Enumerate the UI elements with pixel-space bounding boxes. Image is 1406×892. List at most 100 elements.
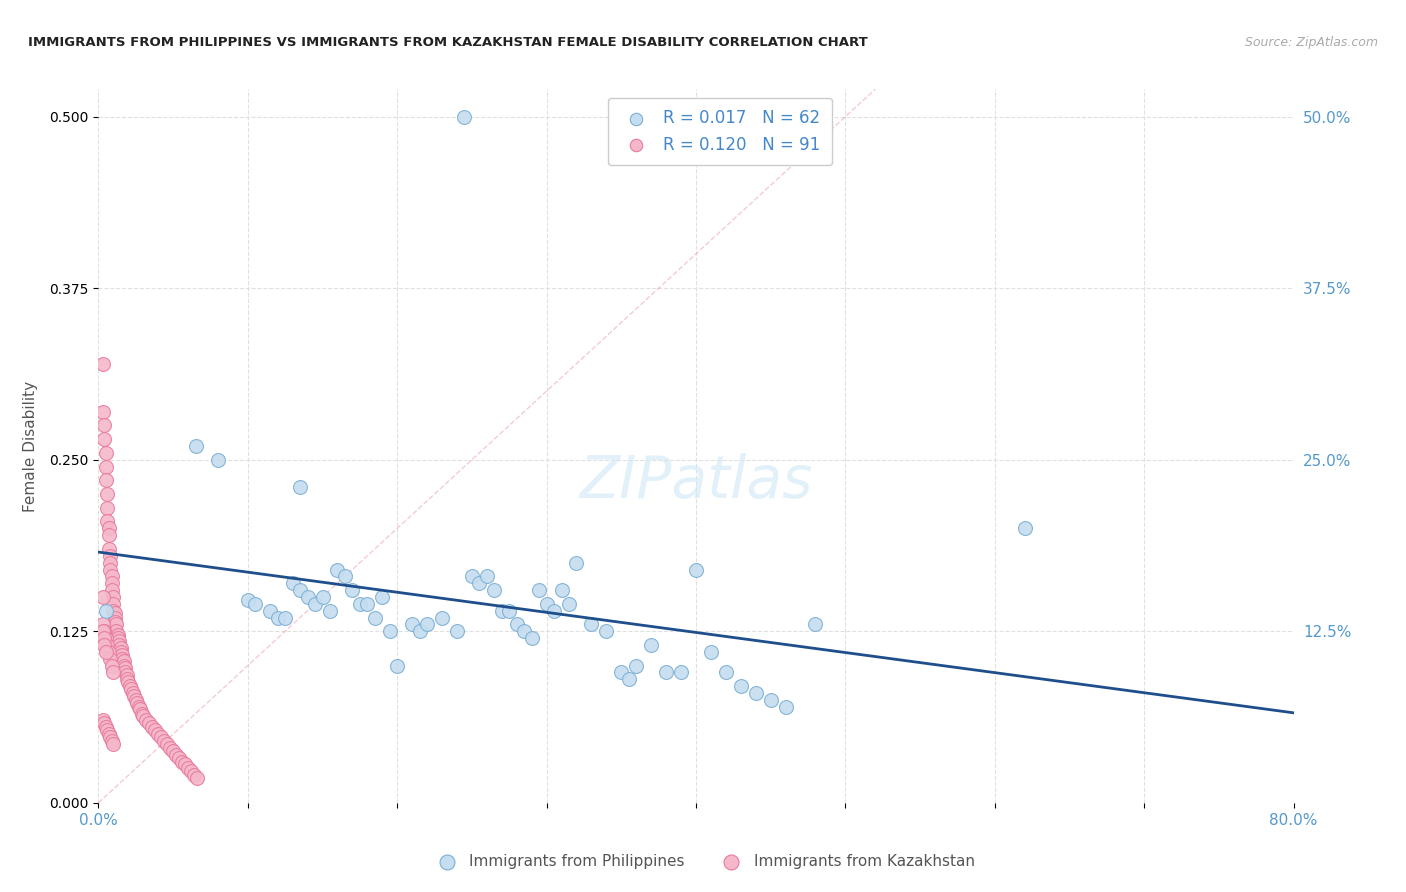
Point bbox=[94, 645, 117, 659]
Point bbox=[97, 541, 120, 556]
Point bbox=[311, 590, 333, 604]
Point bbox=[165, 747, 187, 762]
Point bbox=[103, 737, 125, 751]
Point bbox=[108, 638, 131, 652]
Point bbox=[143, 723, 166, 737]
Point bbox=[148, 727, 170, 741]
Point bbox=[498, 604, 520, 618]
Point bbox=[183, 768, 205, 782]
Point bbox=[111, 648, 134, 662]
Legend: Immigrants from Philippines, Immigrants from Kazakhstan: Immigrants from Philippines, Immigrants … bbox=[425, 848, 981, 875]
Point bbox=[536, 597, 558, 611]
Point bbox=[91, 617, 114, 632]
Point bbox=[97, 528, 120, 542]
Point bbox=[274, 610, 297, 624]
Point bbox=[378, 624, 401, 639]
Point bbox=[461, 569, 484, 583]
Point bbox=[162, 744, 184, 758]
Point bbox=[543, 604, 565, 618]
Y-axis label: Female Disability: Female Disability bbox=[22, 380, 38, 512]
Point bbox=[129, 702, 152, 716]
Point bbox=[97, 521, 120, 535]
Point bbox=[100, 556, 122, 570]
Point bbox=[342, 583, 364, 598]
Point bbox=[513, 624, 536, 639]
Point bbox=[759, 693, 782, 707]
Point bbox=[93, 638, 115, 652]
Point bbox=[94, 459, 117, 474]
Point bbox=[115, 673, 138, 687]
Point bbox=[101, 576, 124, 591]
Point bbox=[153, 734, 176, 748]
Point bbox=[97, 645, 120, 659]
Point bbox=[610, 665, 633, 680]
Text: Source: ZipAtlas.com: Source: ZipAtlas.com bbox=[1244, 36, 1378, 49]
Point bbox=[356, 597, 378, 611]
Point bbox=[595, 624, 617, 639]
Point bbox=[93, 716, 115, 731]
Point bbox=[180, 764, 202, 779]
Point bbox=[156, 737, 179, 751]
Point bbox=[550, 583, 572, 598]
Point bbox=[319, 604, 342, 618]
Point bbox=[103, 604, 125, 618]
Point bbox=[107, 631, 129, 645]
Point bbox=[94, 720, 117, 734]
Legend: R = 0.017   N = 62, R = 0.120   N = 91: R = 0.017 N = 62, R = 0.120 N = 91 bbox=[607, 97, 832, 165]
Text: ZIPatlas: ZIPatlas bbox=[579, 453, 813, 510]
Point bbox=[91, 357, 114, 371]
Point bbox=[430, 610, 453, 624]
Point bbox=[385, 658, 409, 673]
Point bbox=[475, 569, 498, 583]
Point bbox=[520, 631, 543, 645]
Point bbox=[288, 480, 311, 494]
Point bbox=[408, 624, 430, 639]
Point bbox=[96, 500, 118, 515]
Point bbox=[364, 610, 387, 624]
Point bbox=[468, 576, 491, 591]
Point bbox=[135, 714, 157, 728]
Point bbox=[100, 730, 122, 744]
Point bbox=[91, 590, 114, 604]
Point bbox=[94, 631, 117, 645]
Point bbox=[446, 624, 468, 639]
Point bbox=[804, 617, 827, 632]
Point bbox=[100, 562, 122, 576]
Point bbox=[115, 668, 138, 682]
Point bbox=[93, 432, 115, 446]
Point bbox=[141, 720, 163, 734]
Point bbox=[685, 562, 707, 576]
Point bbox=[100, 549, 122, 563]
Point bbox=[105, 624, 128, 639]
Point bbox=[527, 583, 550, 598]
Point bbox=[401, 617, 423, 632]
Point bbox=[1014, 521, 1036, 535]
Point bbox=[121, 686, 143, 700]
Point bbox=[138, 716, 160, 731]
Point bbox=[103, 665, 125, 680]
Point bbox=[326, 562, 349, 576]
Point bbox=[96, 487, 118, 501]
Point bbox=[150, 730, 173, 744]
Point bbox=[159, 740, 181, 755]
Point bbox=[110, 640, 132, 655]
Point bbox=[105, 617, 128, 632]
Text: IMMIGRANTS FROM PHILIPPINES VS IMMIGRANTS FROM KAZAKHSTAN FEMALE DISABILITY CORR: IMMIGRANTS FROM PHILIPPINES VS IMMIGRANT… bbox=[28, 36, 868, 49]
Point bbox=[558, 597, 581, 611]
Point bbox=[669, 665, 692, 680]
Point bbox=[110, 645, 132, 659]
Point bbox=[745, 686, 768, 700]
Point bbox=[103, 590, 125, 604]
Point bbox=[416, 617, 439, 632]
Point bbox=[491, 604, 513, 618]
Point bbox=[245, 597, 267, 611]
Point bbox=[304, 597, 326, 611]
Point bbox=[655, 665, 678, 680]
Point bbox=[104, 607, 127, 621]
Point bbox=[128, 699, 150, 714]
Point bbox=[104, 615, 127, 629]
Point bbox=[186, 771, 208, 785]
Point bbox=[101, 658, 124, 673]
Point bbox=[349, 597, 371, 611]
Point bbox=[120, 681, 142, 696]
